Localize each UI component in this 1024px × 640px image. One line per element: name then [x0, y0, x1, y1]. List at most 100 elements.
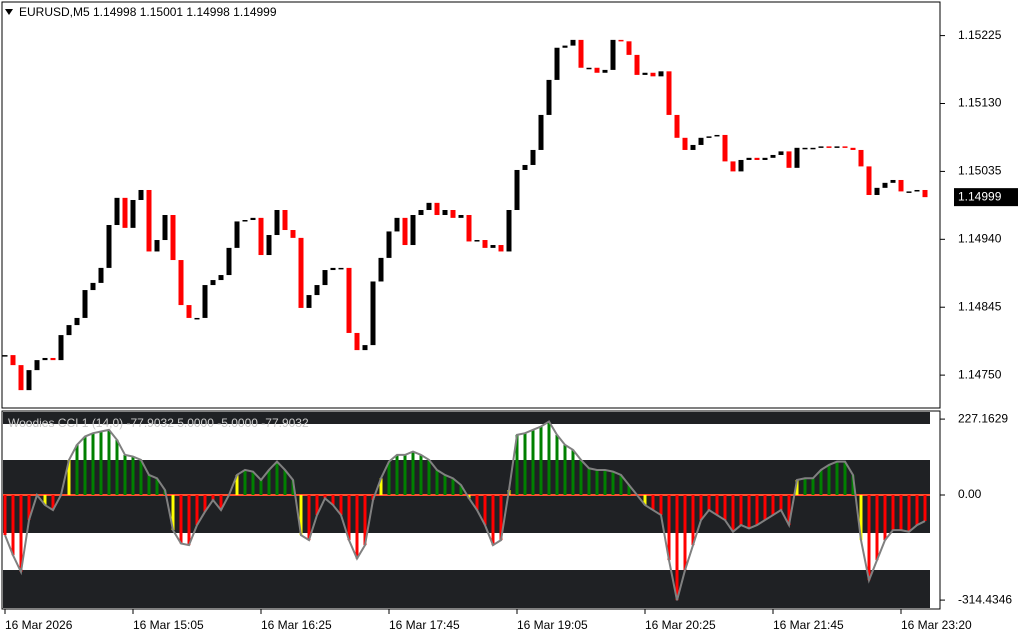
- menu-triangle: [5, 9, 13, 15]
- candle: [786, 151, 792, 168]
- candle: [602, 69, 608, 73]
- candle: [482, 240, 488, 248]
- candle: [242, 220, 248, 222]
- candle: [546, 79, 552, 115]
- candle: [898, 179, 904, 192]
- candle: [338, 267, 344, 270]
- candle: [386, 231, 392, 258]
- x-tick-label: 16 Mar 20:25: [645, 618, 716, 632]
- candle: [66, 325, 72, 336]
- candle: [530, 149, 536, 165]
- candle: [890, 179, 896, 183]
- x-tick-label: 16 Mar 15:05: [133, 618, 204, 632]
- candle: [618, 39, 624, 42]
- candle: [746, 157, 752, 160]
- candle: [586, 67, 592, 70]
- zone-band: [3, 412, 930, 424]
- x-tick-label: 16 Mar 2026: [5, 618, 73, 632]
- candle: [274, 210, 280, 236]
- candle: [370, 281, 376, 346]
- candle: [322, 270, 328, 286]
- indicator-title: Woodies CCI 1 (14,0) -77.9032 5.0000 -5.…: [8, 416, 309, 430]
- candle: [258, 217, 264, 256]
- candle: [458, 215, 464, 218]
- candle: [402, 217, 408, 246]
- candle: [186, 305, 192, 318]
- candle: [266, 235, 272, 256]
- price-panel: [1, 1, 941, 409]
- candle: [234, 221, 240, 248]
- y-tick-label: 1.15225: [958, 28, 1002, 42]
- candle: [810, 147, 816, 150]
- candle: [914, 189, 920, 192]
- y-tick-label: 1.14750: [958, 367, 1002, 381]
- y-tick-label: -314.4346: [958, 592, 1012, 606]
- candle: [754, 157, 760, 160]
- candle: [882, 182, 888, 188]
- candle: [202, 285, 208, 318]
- marks: [2, 39, 930, 601]
- candle: [226, 247, 232, 276]
- candle: [122, 197, 128, 228]
- zone-band: [3, 570, 930, 608]
- candle: [58, 335, 64, 361]
- candle: [378, 257, 384, 282]
- x-tick-label: 16 Mar 19:05: [517, 618, 588, 632]
- candle: [498, 245, 504, 252]
- y-tick-label: 1.15130: [958, 96, 1002, 110]
- candle: [98, 267, 104, 283]
- candle: [314, 285, 320, 296]
- candle: [2, 355, 8, 357]
- candle: [130, 199, 136, 228]
- candle: [698, 137, 704, 145]
- y-tick-label: 227.1629: [958, 411, 1008, 425]
- candle: [570, 39, 576, 46]
- candle: [770, 154, 776, 158]
- candle: [658, 71, 664, 77]
- candle: [730, 161, 736, 172]
- candle: [162, 215, 168, 241]
- candle: [578, 39, 584, 68]
- current-price: 1.14999: [958, 189, 1002, 203]
- candle: [562, 45, 568, 48]
- cci-line: [4, 420, 926, 601]
- candle: [826, 146, 832, 148]
- price-box: [954, 188, 1018, 207]
- candle: [218, 275, 224, 281]
- candle: [114, 197, 120, 226]
- candle: [50, 357, 56, 361]
- candle: [706, 136, 712, 138]
- candle: [178, 260, 184, 306]
- candle: [426, 202, 432, 211]
- candle: [554, 47, 560, 80]
- candle: [866, 166, 872, 195]
- candle: [154, 240, 160, 252]
- candle: [594, 67, 600, 73]
- candle: [874, 187, 880, 195]
- candle: [410, 215, 416, 246]
- candle: [298, 237, 304, 308]
- candle: [490, 245, 496, 248]
- candle: [306, 295, 312, 308]
- candle: [282, 210, 288, 231]
- candle: [394, 217, 400, 232]
- candle: [450, 210, 456, 218]
- candle: [42, 357, 48, 361]
- candle: [514, 169, 520, 211]
- y-tick-label: 1.14940: [958, 231, 1002, 245]
- candle: [626, 41, 632, 55]
- x-tick-label: 16 Mar 23:20: [901, 618, 972, 632]
- candle: [858, 149, 864, 167]
- candle: [18, 365, 24, 391]
- candle: [26, 370, 32, 391]
- candle: [138, 189, 144, 200]
- candle: [466, 215, 472, 242]
- candle: [610, 39, 616, 70]
- candle: [250, 217, 256, 221]
- candle: [762, 157, 768, 160]
- candle: [802, 147, 808, 150]
- y-tick-label: 1.14845: [958, 299, 1002, 313]
- candle: [778, 151, 784, 155]
- y-tick-label: 1.15035: [958, 164, 1002, 178]
